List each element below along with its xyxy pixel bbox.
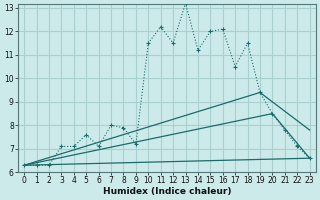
X-axis label: Humidex (Indice chaleur): Humidex (Indice chaleur) <box>103 187 231 196</box>
